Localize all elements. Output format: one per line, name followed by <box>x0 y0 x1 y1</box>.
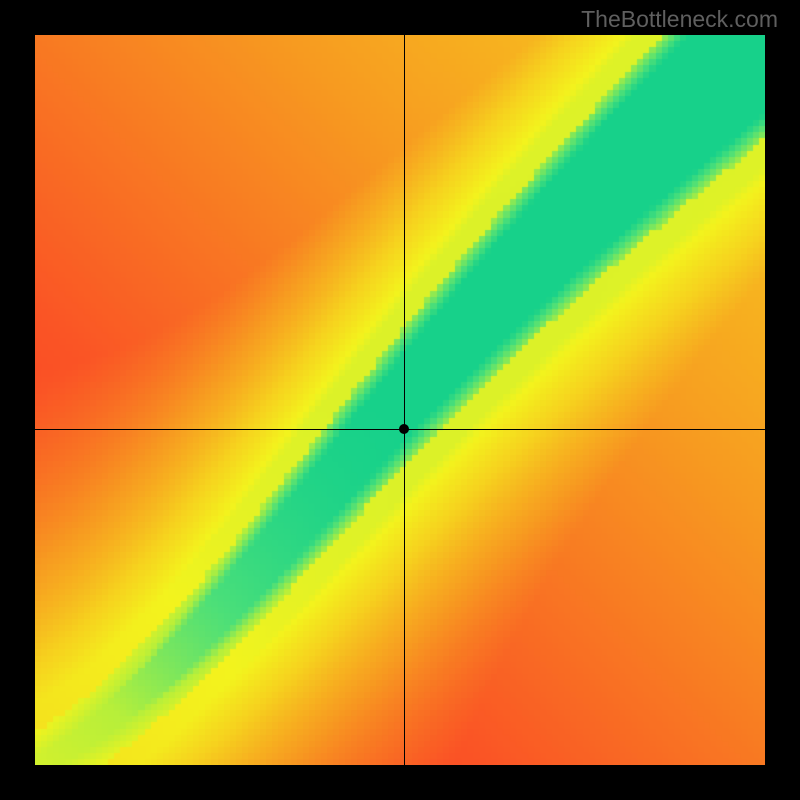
chart-container: TheBottleneck.com <box>0 0 800 800</box>
crosshair-vertical <box>404 35 405 765</box>
marker-dot <box>399 424 409 434</box>
heatmap-canvas <box>35 35 765 765</box>
plot-area <box>35 35 765 765</box>
watermark-text: TheBottleneck.com <box>581 6 778 33</box>
